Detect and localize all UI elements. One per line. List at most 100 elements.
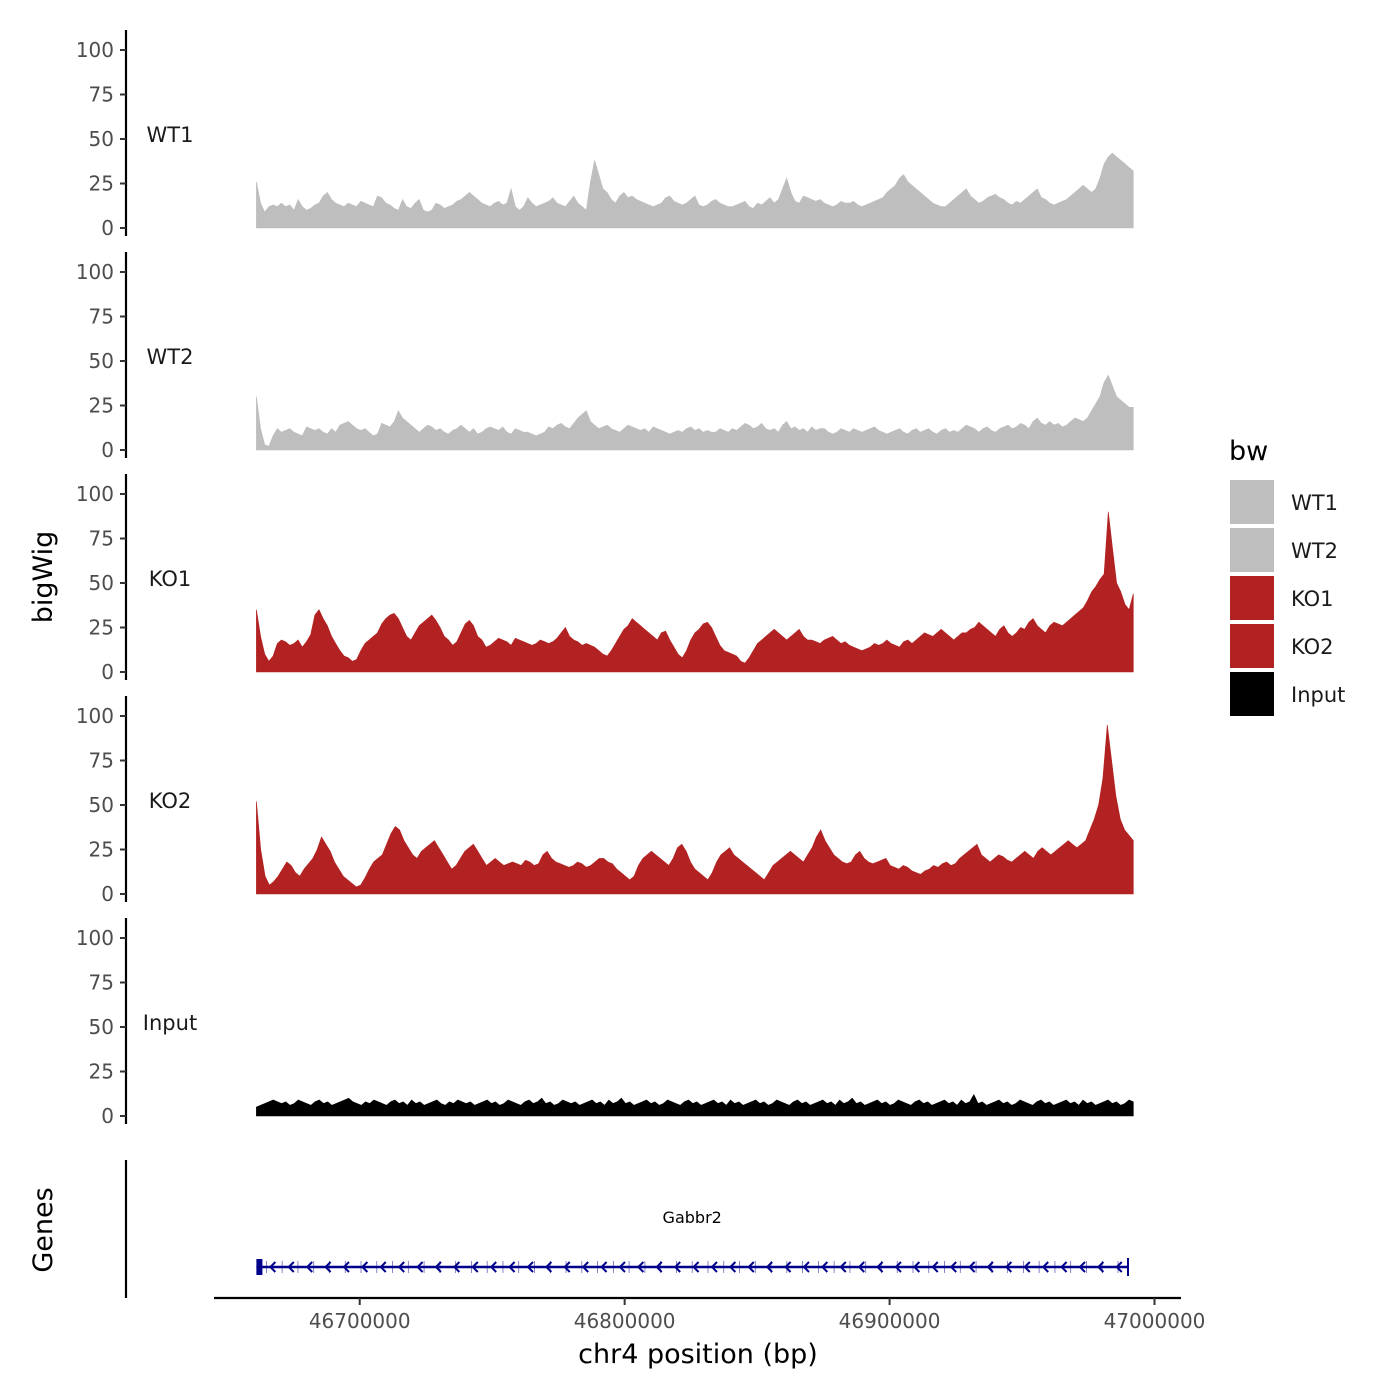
y-tick-label: 25 xyxy=(89,172,114,196)
strand-arrow xyxy=(710,1261,718,1273)
strand-arrow xyxy=(600,1261,608,1273)
strand-arrow xyxy=(581,1261,589,1273)
y-tick-label: 50 xyxy=(89,793,114,817)
strand-arrow xyxy=(839,1261,847,1273)
strand-arrow xyxy=(784,1261,792,1273)
signal-area xyxy=(256,1093,1134,1117)
x-axis-title: chr4 position (bp) xyxy=(578,1339,818,1370)
y-tick-label: 50 xyxy=(89,349,114,373)
y-tick-label: 100 xyxy=(76,38,114,62)
legend-title: bw xyxy=(1229,436,1268,467)
track-wt2: 0 25 50 75 100 WT2 xyxy=(76,252,1134,462)
genes-axis-title: Genes xyxy=(28,1187,59,1272)
strand-arrow xyxy=(563,1261,571,1273)
strand-arrow xyxy=(1060,1261,1068,1273)
y-tick-label: 25 xyxy=(89,1060,114,1084)
signal-area xyxy=(256,724,1134,895)
track-ko1: 0 25 50 75 100 KO1 xyxy=(76,474,1134,684)
strand-arrow xyxy=(857,1261,865,1273)
strand-arrow xyxy=(287,1261,295,1273)
genes-panel: Gabbr2 xyxy=(124,1160,1130,1298)
y-tick-label: 0 xyxy=(101,882,114,906)
strand-arrow xyxy=(360,1261,369,1273)
strand-arrow xyxy=(894,1261,902,1273)
strand-arrow xyxy=(876,1261,884,1273)
signal-area xyxy=(256,374,1134,451)
legend-label: WT2 xyxy=(1291,539,1338,563)
strand-arrow xyxy=(1041,1261,1049,1273)
y-tick-label: 0 xyxy=(101,1104,114,1128)
y-tick-label: 75 xyxy=(89,971,114,995)
strand-arrow xyxy=(728,1261,737,1273)
legend: bw WT1 WT2 KO1 KO2 Input xyxy=(1229,436,1345,716)
track-input: 0 25 50 75 100 Input xyxy=(76,918,1134,1128)
strand-arrow xyxy=(471,1261,479,1273)
x-tick-label: 46800000 xyxy=(574,1309,676,1333)
strand-arrow xyxy=(636,1261,645,1273)
strand-arrow xyxy=(912,1261,921,1273)
track-label: WT2 xyxy=(147,345,194,369)
legend-swatch xyxy=(1230,480,1274,524)
y-tick-label: 0 xyxy=(101,216,114,240)
strand-arrow xyxy=(968,1261,976,1273)
track-label: WT1 xyxy=(147,123,194,147)
strand-arrow xyxy=(1115,1261,1123,1273)
legend-label: KO1 xyxy=(1291,587,1334,611)
strand-arrow xyxy=(1004,1261,1013,1273)
strand-arrow xyxy=(673,1261,681,1273)
x-tick-label: 46700000 xyxy=(309,1309,411,1333)
strand-arrow xyxy=(820,1261,829,1273)
strand-arrow xyxy=(379,1261,387,1273)
y-tick-label: 25 xyxy=(89,616,114,640)
signal-tracks: 0 25 50 75 100 WT1 0 25 50 75 100 WT2 0 25 50 75 100 KO1 0… xyxy=(76,30,1134,1128)
track-label: KO1 xyxy=(149,567,192,591)
strand-arrow xyxy=(544,1261,553,1273)
strand-arrow xyxy=(747,1261,755,1273)
strand-arrow xyxy=(526,1261,534,1273)
y-tick-label: 100 xyxy=(76,926,114,950)
strand-arrow xyxy=(268,1261,277,1273)
strand-arrow xyxy=(342,1261,350,1273)
y-tick-label: 25 xyxy=(89,394,114,418)
strand-arrow xyxy=(618,1261,626,1273)
y-tick-label: 75 xyxy=(89,305,114,329)
y-tick-label: 0 xyxy=(101,660,114,684)
legend-label: Input xyxy=(1291,683,1345,707)
strand-arrow xyxy=(1078,1261,1086,1273)
y-tick-label: 75 xyxy=(89,527,114,551)
strand-arrow xyxy=(949,1261,957,1273)
y-tick-label: 0 xyxy=(101,438,114,462)
strand-arrow xyxy=(305,1261,313,1273)
strand-arrow xyxy=(452,1261,461,1273)
strand-arrow xyxy=(1023,1261,1031,1273)
strand-arrow xyxy=(1096,1261,1105,1273)
legend-swatch xyxy=(1230,528,1274,572)
x-axis: 46700000 46800000 46900000 47000000 xyxy=(214,1296,1206,1333)
track-ko2: 0 25 50 75 100 KO2 xyxy=(76,696,1134,906)
strand-arrow xyxy=(508,1261,516,1273)
y-tick-label: 50 xyxy=(89,127,114,151)
strand-arrow xyxy=(397,1261,405,1273)
gene-name: Gabbr2 xyxy=(663,1208,722,1227)
gene-exon xyxy=(256,1259,263,1275)
y-tick-label: 50 xyxy=(89,1015,114,1039)
y-tick-label: 25 xyxy=(89,838,114,862)
legend-label: KO2 xyxy=(1291,635,1334,659)
legend-swatch xyxy=(1230,624,1274,668)
x-tick-label: 47000000 xyxy=(1104,1309,1206,1333)
y-tick-label: 100 xyxy=(76,260,114,284)
strand-arrow xyxy=(765,1261,773,1273)
strand-arrow xyxy=(416,1261,424,1273)
strand-arrow xyxy=(931,1261,939,1273)
strand-arrow xyxy=(802,1261,810,1273)
signal-area xyxy=(256,152,1134,229)
x-tick-label: 46900000 xyxy=(839,1309,941,1333)
y-axis-title: bigWig xyxy=(28,531,59,624)
strand-arrow xyxy=(986,1261,994,1273)
legend-swatch xyxy=(1230,576,1274,620)
strand-arrow xyxy=(434,1261,442,1273)
legend-label: WT1 xyxy=(1291,491,1338,515)
track-wt1: 0 25 50 75 100 WT1 xyxy=(76,30,1134,240)
signal-area xyxy=(256,511,1134,673)
